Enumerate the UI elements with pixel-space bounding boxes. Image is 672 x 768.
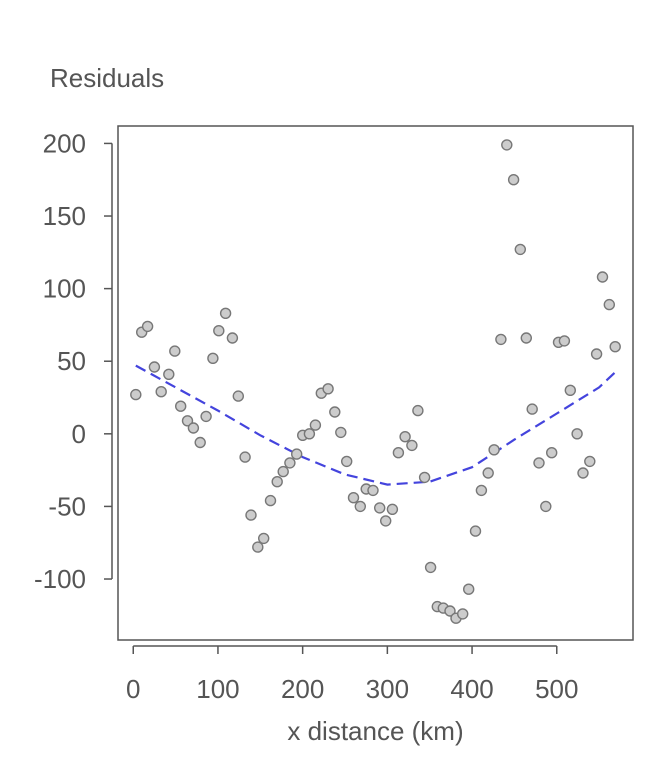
residual-point <box>239 451 251 463</box>
residual-point <box>540 500 552 513</box>
residual-point <box>169 345 181 357</box>
residual-point <box>155 386 167 398</box>
x-tick-label: 200 <box>281 674 324 704</box>
residual-point <box>264 494 277 507</box>
residual-point <box>245 509 257 521</box>
residual-point <box>546 447 558 459</box>
residual-point <box>163 368 175 380</box>
residual-point <box>596 271 609 283</box>
y-tick-label: 100 <box>43 274 86 304</box>
residual-point <box>252 541 264 553</box>
residual-point <box>380 515 392 527</box>
residual-point <box>226 332 239 344</box>
residual-point <box>374 502 386 514</box>
residual-point <box>495 333 507 346</box>
residual-point <box>367 484 379 497</box>
residual-point <box>469 525 482 537</box>
residual-point <box>277 465 289 478</box>
points-layer <box>130 139 621 624</box>
y-tick-label: -100 <box>34 564 86 594</box>
residual-point <box>181 415 194 427</box>
residual-point <box>501 139 513 151</box>
residual-point <box>284 457 296 469</box>
residual-point <box>463 583 475 595</box>
residual-point <box>341 455 353 468</box>
residual-point <box>482 467 494 479</box>
residual-point <box>558 335 571 347</box>
residual-point <box>200 410 212 423</box>
residual-point <box>571 428 583 440</box>
residual-point <box>271 476 283 488</box>
residual-point <box>475 484 488 497</box>
residual-point <box>322 383 334 395</box>
trend-line <box>135 364 617 486</box>
x-axis: 0 100 200 300 400 500 <box>126 645 578 704</box>
y-axis: -100 -50 0 50 100 150 200 <box>34 128 113 594</box>
residual-point <box>424 561 437 574</box>
residual-point <box>354 500 366 513</box>
residual-point <box>232 390 245 402</box>
y-tick-label: 0 <box>72 419 86 449</box>
residual-point <box>329 406 341 418</box>
residual-point <box>584 455 596 468</box>
residual-point <box>488 444 500 456</box>
residual-point <box>507 173 520 186</box>
residual-point <box>609 341 621 353</box>
residual-point <box>457 608 469 620</box>
residual-point <box>309 419 322 431</box>
x-tick-label: 400 <box>450 674 493 704</box>
x-axis-label: x distance (km) <box>287 716 463 746</box>
residual-point <box>386 503 399 515</box>
residual-point <box>564 384 576 396</box>
residual-point <box>399 431 411 443</box>
residual-point <box>148 361 161 373</box>
residual-point <box>207 352 219 364</box>
residual-point <box>577 467 589 479</box>
residual-point <box>174 400 187 412</box>
residual-point <box>335 426 347 439</box>
residual-point <box>520 332 532 344</box>
y-tick-label: 150 <box>43 201 86 231</box>
x-tick-label: 300 <box>366 674 409 704</box>
residual-point <box>130 388 142 401</box>
x-tick-label: 100 <box>196 674 239 704</box>
residual-point <box>603 298 615 311</box>
residual-point <box>219 307 232 319</box>
residual-point <box>258 532 270 545</box>
x-tick-label: 0 <box>126 674 140 704</box>
residual-point <box>187 422 200 434</box>
y-tick-label: 200 <box>43 128 86 158</box>
residual-point <box>590 348 603 360</box>
residual-point <box>291 448 303 460</box>
residual-point <box>418 471 431 484</box>
residual-point <box>392 447 405 459</box>
residual-point <box>194 436 206 449</box>
residual-point <box>533 457 545 469</box>
residual-point <box>526 403 538 415</box>
y-tick-label: -50 <box>48 491 86 521</box>
residual-point <box>412 404 424 417</box>
residual-point <box>444 605 456 617</box>
plot-frame <box>117 125 634 641</box>
chart-title: Residuals <box>50 63 164 93</box>
residual-point <box>141 320 154 333</box>
residual-point <box>347 492 360 504</box>
residual-point <box>303 428 316 440</box>
residual-point <box>514 243 526 256</box>
residual-point <box>213 325 225 337</box>
residual-point <box>406 439 418 452</box>
x-tick-label: 500 <box>535 674 578 704</box>
trend-line-layer <box>135 364 617 486</box>
y-tick-label: 50 <box>57 346 86 376</box>
